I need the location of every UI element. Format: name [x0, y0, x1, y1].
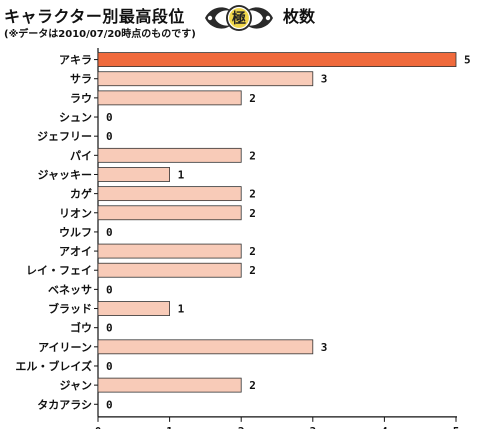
bar — [97, 339, 314, 355]
x-tick-label: 3 — [309, 425, 316, 429]
chart-title: キャラクター別最高段位 — [4, 7, 185, 26]
category-label: シュン — [59, 111, 92, 124]
category-label: レイ・フェイ — [26, 264, 92, 277]
value-label: 0 — [106, 226, 113, 239]
kiwami-rank-badge-icon: 極 — [205, 5, 273, 31]
category-label: ジャッキー — [38, 168, 92, 181]
bar — [97, 377, 242, 393]
x-tick-label: 1 — [166, 425, 173, 429]
chart-subtitle: (※データは2010/07/20時点のものです) — [4, 29, 196, 40]
value-label: 0 — [106, 360, 113, 373]
value-label: 2 — [249, 188, 256, 201]
bar — [97, 301, 170, 316]
category-label: ブラッド — [48, 302, 92, 316]
bar — [97, 52, 457, 67]
category-label: エル・ブレイズ — [15, 359, 92, 373]
value-label: 0 — [106, 130, 113, 143]
x-tick-label: 2 — [238, 425, 245, 429]
value-label: 0 — [106, 322, 113, 335]
category-label: タカアラシ — [37, 398, 92, 411]
value-label: 3 — [321, 341, 328, 354]
value-label: 1 — [178, 303, 185, 316]
category-label: ゴウ — [70, 321, 92, 335]
value-label: 0 — [106, 283, 113, 296]
value-label: 2 — [249, 264, 256, 277]
chart-title-area: キャラクター別最高段位 極 枚数 (※データは2010/07/20時点のものです… — [4, 3, 476, 40]
x-tick-label: 0 — [95, 425, 102, 429]
value-label: 5 — [464, 54, 471, 67]
x-tick-label: 5 — [453, 425, 460, 429]
category-label: ジェフリー — [37, 130, 92, 143]
category-label: アキラ — [59, 54, 92, 67]
value-label: 2 — [249, 149, 256, 162]
category-label: カゲ — [70, 187, 92, 201]
value-label: 3 — [321, 73, 328, 86]
bar — [97, 262, 242, 278]
category-label: ベネッサ — [48, 283, 92, 296]
category-label: ウルフ — [59, 226, 92, 239]
category-label: アオイ — [59, 245, 92, 258]
value-label: 0 — [106, 111, 113, 124]
value-label: 2 — [249, 207, 256, 220]
category-label: パイ — [70, 149, 92, 162]
bar — [97, 243, 242, 259]
chart-title-tail: 枚数 — [283, 7, 316, 26]
bar — [97, 167, 170, 182]
category-label: アイリーン — [38, 341, 92, 354]
bar — [97, 147, 242, 163]
category-label: リオン — [59, 207, 92, 220]
bar — [97, 71, 314, 87]
value-label: 2 — [249, 379, 256, 392]
category-label: ラウ — [70, 92, 92, 105]
badge-glyph: 極 — [232, 10, 246, 27]
x-tick-label: 4 — [381, 425, 388, 429]
value-label: 1 — [178, 168, 185, 181]
bar — [97, 186, 242, 202]
bar — [97, 205, 242, 221]
value-label: 0 — [106, 398, 113, 411]
value-label: 2 — [249, 245, 256, 258]
category-label: サラ — [70, 73, 92, 86]
bar — [97, 90, 242, 106]
category-label: ジャン — [60, 379, 92, 392]
value-label: 2 — [249, 92, 256, 105]
